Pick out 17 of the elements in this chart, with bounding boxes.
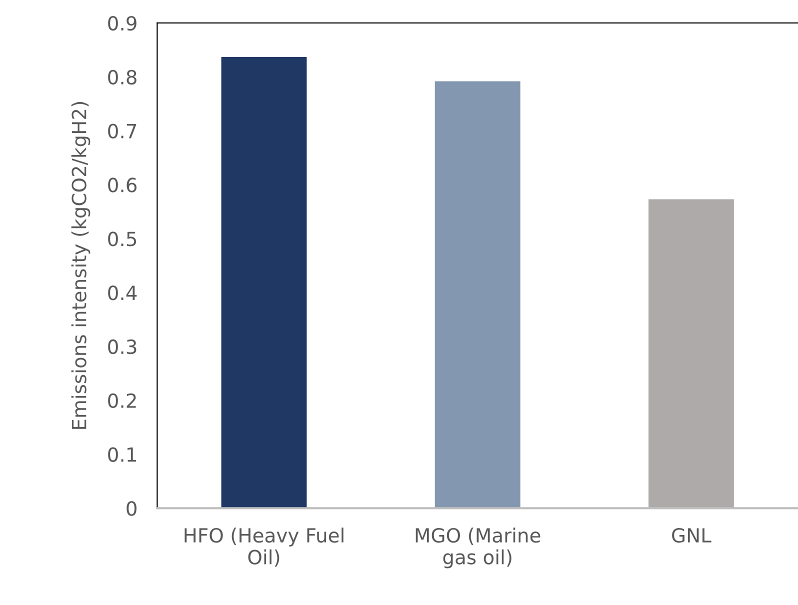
x-tick-label: HFO (Heavy Fuel Oil) — [184, 528, 344, 567]
y-tick-label: 0.3 — [108, 339, 136, 354]
y-tick-label: 0.1 — [108, 447, 136, 462]
x-tick-label: MGO (Marine gas oil) — [416, 528, 540, 568]
bar — [648, 199, 734, 508]
y-tick-label: 0.2 — [108, 393, 136, 408]
y-tick-label: 0 — [126, 501, 136, 516]
y-tick-label: 0.8 — [108, 70, 136, 85]
bar — [221, 56, 307, 508]
y-axis-title: Emissions intensity (kgCO2/kgH2) — [71, 102, 90, 429]
y-tick-label: 0.9 — [108, 16, 136, 31]
x-tick-label: GNL — [672, 528, 712, 543]
y-tick-label: 0.6 — [108, 178, 137, 192]
bar — [434, 81, 520, 508]
y-tick-label: 0.5 — [108, 232, 136, 246]
y-tick-label: 0.4 — [108, 286, 137, 300]
y-tick-label: 0.7 — [108, 124, 136, 138]
